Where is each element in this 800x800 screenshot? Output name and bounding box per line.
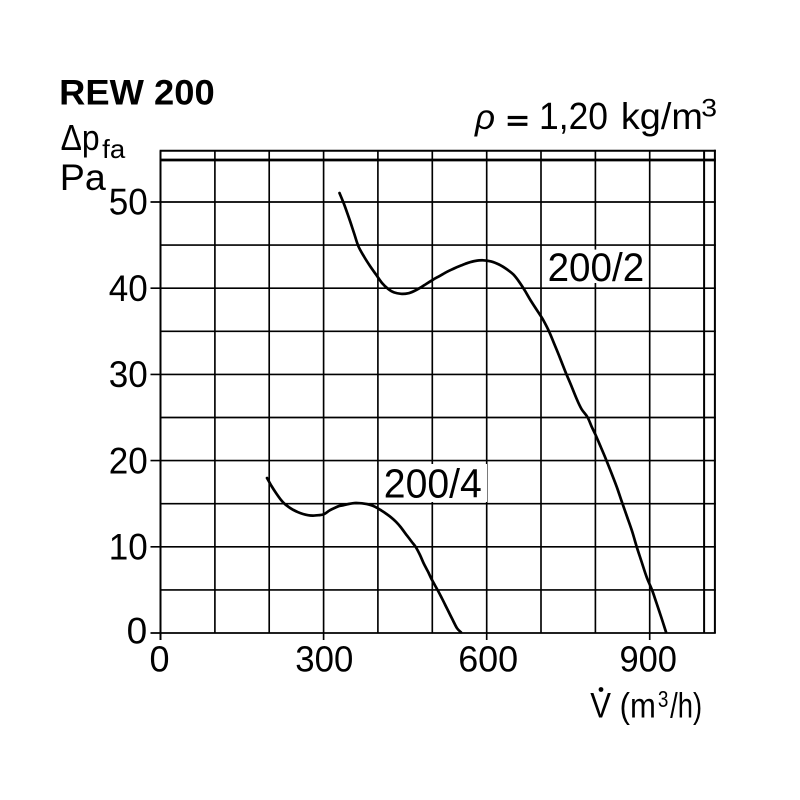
- svg-text:20: 20: [109, 440, 148, 481]
- svg-text:30: 30: [109, 354, 148, 395]
- svg-text:10: 10: [109, 527, 148, 568]
- svg-text:3: 3: [701, 95, 717, 123]
- svg-text:ρ: ρ: [474, 98, 495, 137]
- svg-text:Pa: Pa: [60, 157, 106, 198]
- svg-text:900: 900: [619, 639, 677, 680]
- svg-text:200/2: 200/2: [548, 246, 645, 290]
- svg-text:Δp: Δp: [61, 117, 100, 158]
- svg-text:REW 200: REW 200: [59, 74, 215, 113]
- svg-text:fa: fa: [102, 134, 126, 164]
- svg-text:0: 0: [149, 639, 169, 680]
- svg-text:3: 3: [658, 686, 669, 712]
- svg-text:40: 40: [109, 268, 148, 309]
- svg-text:50: 50: [109, 182, 148, 223]
- svg-text:600: 600: [458, 639, 518, 680]
- svg-text:200/4: 200/4: [384, 461, 482, 507]
- svg-text:V (m: V (m: [590, 687, 656, 726]
- svg-text:300: 300: [295, 639, 353, 680]
- svg-text:/h): /h): [670, 687, 702, 726]
- svg-text:0: 0: [127, 611, 148, 652]
- svg-text:1,20: 1,20: [539, 96, 608, 138]
- svg-text:kg/m: kg/m: [621, 96, 703, 137]
